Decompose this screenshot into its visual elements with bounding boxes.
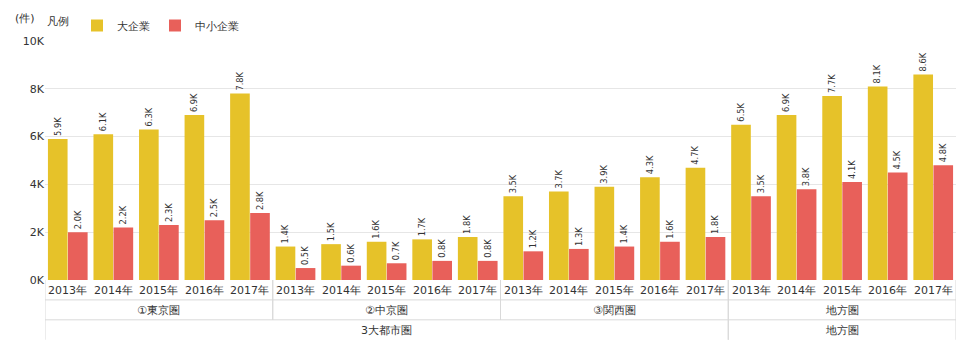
svg-text:2016年: 2016年 [185,284,224,297]
svg-text:0.6K: 0.6K [346,243,356,262]
svg-text:4.3K: 4.3K [645,155,655,174]
svg-text:1.8K: 1.8K [710,215,720,234]
svg-text:2013年: 2013年 [504,284,543,297]
svg-text:2K: 2K [30,226,45,239]
svg-text:2015年: 2015年 [139,284,178,297]
svg-text:地方圏: 地方圏 [825,324,859,337]
svg-text:1.6K: 1.6K [665,220,675,239]
svg-text:0K: 0K [30,274,45,287]
svg-text:(件): (件) [15,12,35,25]
svg-text:3.7K: 3.7K [554,169,564,188]
svg-text:2017年: 2017年 [230,284,269,297]
svg-text:7.7K: 7.7K [827,74,837,93]
svg-text:1.8K: 1.8K [462,215,472,234]
svg-text:2.2K: 2.2K [118,205,128,224]
svg-text:6.5K: 6.5K [736,102,746,121]
svg-text:4K: 4K [30,178,45,191]
svg-text:2014年: 2014年 [322,284,361,297]
svg-text:7.8K: 7.8K [235,71,245,90]
svg-text:1.7K: 1.7K [417,217,427,236]
svg-text:2017年: 2017年 [686,284,725,297]
svg-text:2015年: 2015年 [595,284,634,297]
svg-text:2017年: 2017年 [458,284,497,297]
svg-text:3.8K: 3.8K [801,167,811,186]
svg-text:2014年: 2014年 [777,284,816,297]
svg-text:0.8K: 0.8K [483,239,493,258]
svg-text:8.6K: 8.6K [918,52,928,71]
svg-text:8.1K: 8.1K [872,64,882,83]
svg-text:0.7K: 0.7K [391,241,401,260]
svg-text:2.8K: 2.8K [255,191,265,210]
svg-text:4.8K: 4.8K [938,143,948,162]
svg-text:②中京圏: ②中京圏 [365,304,408,317]
svg-text:2014年: 2014年 [94,284,133,297]
svg-text:3.9K: 3.9K [599,165,609,184]
svg-text:3.5K: 3.5K [756,174,766,193]
svg-text:4.5K: 4.5K [892,150,902,169]
svg-text:2013年: 2013年 [48,284,87,297]
svg-text:凡例: 凡例 [47,15,69,28]
svg-text:10K: 10K [23,35,45,48]
svg-text:地方圏: 地方圏 [825,304,859,317]
svg-text:大企業: 大企業 [117,20,150,33]
svg-text:2013年: 2013年 [276,284,315,297]
svg-text:2013年: 2013年 [732,284,771,297]
svg-text:6.3K: 6.3K [144,107,154,126]
svg-text:6K: 6K [30,130,45,143]
svg-text:4.1K: 4.1K [847,160,857,179]
svg-text:0.8K: 0.8K [437,239,447,258]
svg-text:1.6K: 1.6K [371,220,381,239]
svg-text:1.5K: 1.5K [326,222,336,241]
svg-text:0.5K: 0.5K [300,246,310,265]
svg-text:2014年: 2014年 [549,284,588,297]
svg-text:1.2K: 1.2K [528,229,538,248]
svg-text:4.7K: 4.7K [690,145,700,164]
svg-text:2015年: 2015年 [367,284,406,297]
svg-text:2016年: 2016年 [868,284,907,297]
svg-text:2.0K: 2.0K [73,210,83,229]
svg-text:2016年: 2016年 [413,284,452,297]
svg-text:6.9K: 6.9K [189,93,199,112]
svg-text:3.5K: 3.5K [508,174,518,193]
svg-text:①東京圏: ①東京圏 [137,304,180,317]
svg-text:2.5K: 2.5K [209,198,219,217]
svg-text:6.9K: 6.9K [781,93,791,112]
svg-text:3大都市圏: 3大都市圏 [361,324,412,337]
svg-text:③関西圏: ③関西圏 [593,304,636,317]
svg-text:2015年: 2015年 [823,284,862,297]
svg-text:中小企業: 中小企業 [195,20,239,33]
svg-text:1.4K: 1.4K [280,224,290,243]
svg-text:2017年: 2017年 [914,284,953,297]
svg-text:1.3K: 1.3K [574,227,584,246]
svg-text:6.1K: 6.1K [98,112,108,131]
svg-text:2.3K: 2.3K [164,203,174,222]
svg-text:5.9K: 5.9K [53,117,63,136]
svg-text:2016年: 2016年 [640,284,679,297]
svg-text:8K: 8K [30,83,45,96]
svg-text:1.4K: 1.4K [619,224,629,243]
